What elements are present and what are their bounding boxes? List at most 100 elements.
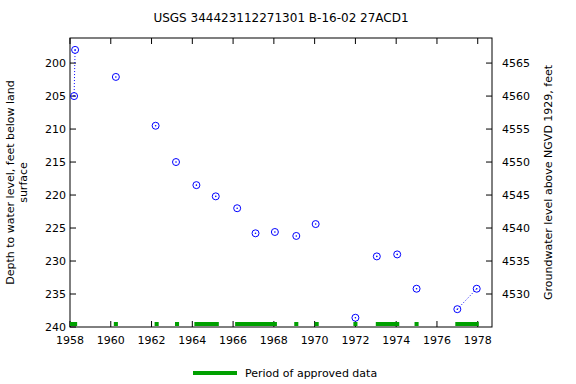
y-tick (70, 327, 76, 328)
y2-tick-label: 4535 (502, 255, 530, 268)
x-tick (233, 38, 234, 44)
x-tick-label: 1964 (178, 334, 206, 347)
y-tick (70, 162, 76, 163)
data-point (234, 205, 241, 212)
marker-dot (115, 76, 117, 78)
legend-swatch (193, 371, 237, 375)
series-line (74, 50, 477, 309)
x-tick-label: 1970 (301, 334, 329, 347)
y-tick (70, 294, 76, 295)
y2-tick (486, 195, 492, 196)
marker-ring (413, 285, 420, 292)
marker-ring (193, 182, 200, 189)
y-tick-label: 210 (45, 123, 66, 136)
marker-ring (373, 253, 380, 260)
y2-tick-label: 4545 (502, 189, 530, 202)
x-tick-label: 1972 (341, 334, 369, 347)
marker-dot (196, 184, 198, 186)
x-tick-label: 1978 (464, 334, 492, 347)
x-tick (151, 321, 152, 327)
y-tick-label: 225 (45, 222, 66, 235)
y-axis-label-line: surface (17, 162, 30, 203)
data-point (473, 285, 480, 292)
marker-dot (457, 308, 459, 310)
y-tick (70, 261, 76, 262)
marker-ring (312, 221, 319, 228)
marker-ring (112, 73, 119, 80)
data-point (212, 193, 219, 200)
y-tick-label: 240 (45, 321, 66, 334)
x-tick (192, 321, 193, 327)
marker-dot (255, 233, 257, 235)
x-tick-label: 1976 (423, 334, 451, 347)
x-tick (70, 38, 71, 44)
x-tick-label: 1958 (56, 334, 84, 347)
data-point (252, 230, 259, 237)
data-point (373, 253, 380, 260)
marker-dot (315, 223, 317, 225)
x-tick-label: 1974 (382, 334, 410, 347)
x-tick (110, 38, 111, 44)
y-tick (70, 195, 76, 196)
marker-dot (236, 207, 238, 209)
marker-ring (473, 285, 480, 292)
x-tick (314, 38, 315, 44)
x-tick (436, 38, 437, 44)
title: USGS 344423112271301 B-16-02 27ACD1 (153, 11, 408, 25)
data-point (293, 232, 300, 239)
approved-period (376, 322, 399, 326)
marker-ring (71, 93, 78, 100)
data-point (71, 93, 78, 100)
chart: USGS 344423112271301 B-16-02 27ACD1 1958 1… (0, 0, 576, 384)
x-tick (151, 38, 152, 44)
marker-dot (215, 196, 217, 198)
x-tick (233, 321, 234, 327)
y-tick-label: 235 (45, 288, 66, 301)
data-point (173, 159, 180, 166)
marker-dot (74, 49, 76, 51)
y-tick (70, 129, 76, 130)
data-point (152, 122, 159, 129)
x-tick (436, 321, 437, 327)
y2-tick-label: 4555 (502, 123, 530, 136)
approved-period (455, 322, 478, 326)
y-tick (70, 228, 76, 229)
marker-ring (352, 314, 359, 321)
x-tick (192, 38, 193, 44)
marker-ring (271, 228, 278, 235)
approved-period (415, 322, 419, 326)
marker-dot (274, 231, 276, 233)
y-tick-label: 205 (45, 90, 66, 103)
y2-tick (486, 63, 492, 64)
marker-ring (454, 306, 461, 313)
y2-tick (486, 162, 492, 163)
approved-period (315, 322, 319, 326)
data-point (454, 306, 461, 313)
y2-tick-label: 4560 (502, 90, 530, 103)
y2-tick-label: 4540 (502, 222, 530, 235)
y-axis-label: Depth to water level, feet below landsur… (4, 80, 30, 285)
legend-label: Period of approved data (245, 367, 377, 380)
marker-dot (355, 317, 357, 319)
approved-period (114, 322, 118, 326)
x-tick-label: 1966 (219, 334, 247, 347)
marker-ring (212, 193, 219, 200)
plot-frame (70, 38, 492, 327)
y-tick-label: 230 (45, 255, 66, 268)
marker-dot (295, 235, 297, 237)
y2-tick-label: 4550 (502, 156, 530, 169)
y2-tick (486, 129, 492, 130)
data-point (413, 285, 420, 292)
x-tick-label: 1960 (97, 334, 125, 347)
approved-period (294, 322, 298, 326)
data-point (72, 46, 79, 53)
y2-tick (486, 228, 492, 229)
y2-axis-label: Groundwater level above NGVD 1929, feet (542, 64, 555, 300)
marker-dot (416, 288, 418, 290)
y2-tick (486, 96, 492, 97)
marker-ring (72, 46, 79, 53)
marker-ring (394, 251, 401, 258)
y-tick-label: 200 (45, 57, 66, 70)
data-point (112, 73, 119, 80)
marker-dot (155, 125, 157, 127)
